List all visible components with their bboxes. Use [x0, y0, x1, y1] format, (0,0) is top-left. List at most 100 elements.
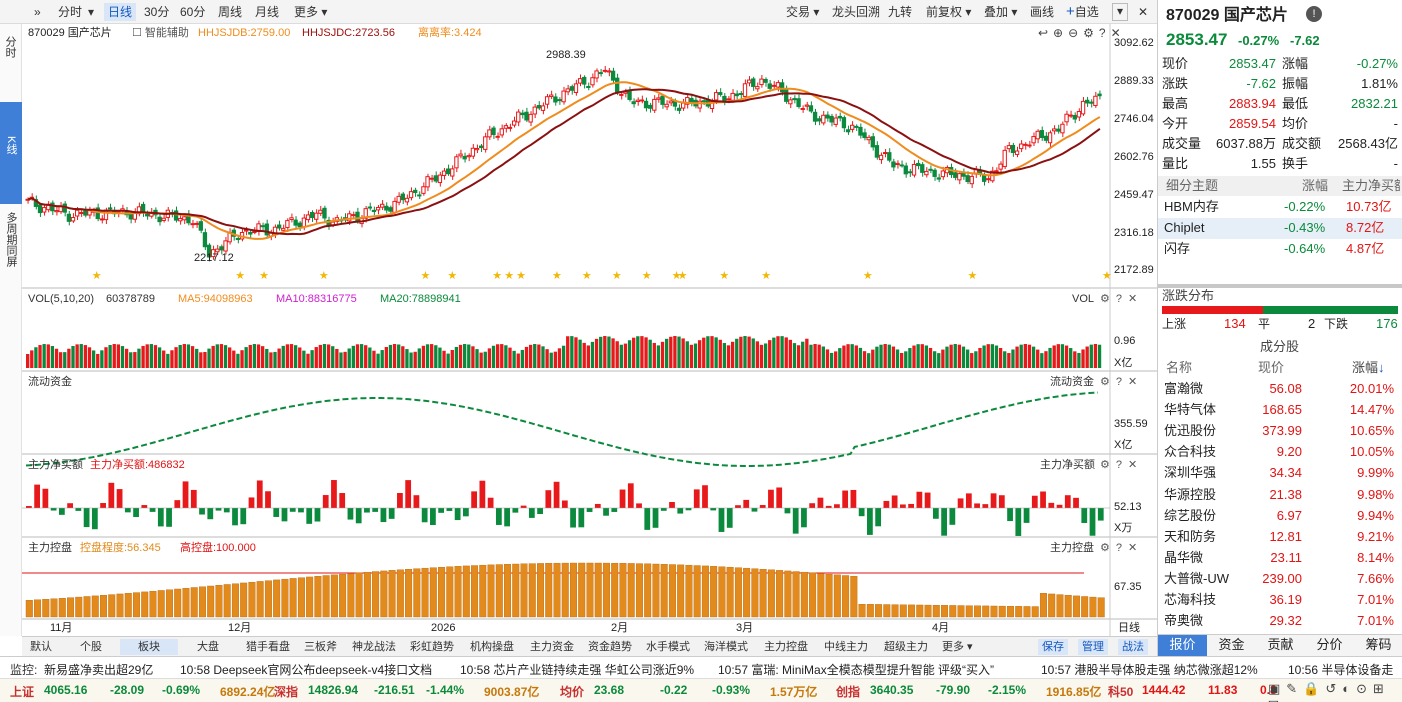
tab-quote[interactable]: 报价 [1158, 635, 1207, 656]
flow-pane-controls[interactable]: ⚙?✕ [1100, 376, 1144, 388]
component-name[interactable]: 芯海科技 [1164, 592, 1217, 607]
strategy-button[interactable]: 战法 [1118, 639, 1148, 655]
chart-controls[interactable]: ↩⊕⊖⚙?✕ [1038, 26, 1126, 40]
component-name[interactable]: 帝奥微 [1164, 613, 1204, 629]
candle-body [998, 163, 1003, 170]
tab-price-distribution[interactable]: 分价 [1316, 637, 1343, 652]
component-name[interactable]: 华特气体 [1164, 402, 1217, 418]
vol-pane-controls[interactable]: ⚙?✕ [1100, 293, 1144, 305]
tab-30min[interactable]: 30分 [144, 5, 170, 19]
manage-button[interactable]: 管理 [1078, 639, 1108, 655]
component-name[interactable]: 优迅股份 [1164, 423, 1217, 439]
add-favorite-button[interactable]: +自选 [1062, 3, 1103, 21]
status-icons[interactable]: ▣✎🔒↺◐⊙⊞✉ [1268, 681, 1390, 702]
tab-rainbow[interactable]: 彩虹趋势 [410, 641, 454, 653]
news-item[interactable]: 10:58 Deepseek官网公布deepseek-v4接口文档 [180, 663, 433, 677]
control-bar [767, 569, 775, 618]
component-name[interactable]: 富瀚微 [1164, 381, 1204, 396]
close-icon[interactable]: ✕ [1138, 5, 1149, 19]
control-bar [504, 564, 512, 618]
news-item[interactable]: 10:57 港股半导体股走强 纳芯微涨超12% [1041, 663, 1258, 677]
component-name[interactable]: 深圳华强 [1164, 465, 1217, 481]
tab-main-control[interactable]: 主力控盘 [764, 641, 808, 653]
theme-name[interactable]: HBM内存 [1164, 199, 1219, 214]
tab-stock[interactable]: 个股 [80, 641, 102, 653]
news-item[interactable]: 10:57 富瑞: MiniMax全模态模型提升智能 评级“买入” [718, 663, 995, 677]
news-item[interactable]: 新易盛净卖出超29亿 [44, 663, 154, 677]
tab-more[interactable]: 更多 ▾ [942, 641, 973, 653]
trade-button[interactable]: 交易 ▾ [786, 5, 820, 19]
tab-sanbanfu[interactable]: 三板斧 [304, 641, 337, 653]
index-name[interactable]: 科50 [1108, 685, 1134, 699]
candle-body [450, 168, 455, 177]
more-periods-button[interactable]: 更多 ▾ [294, 5, 328, 19]
tab-sector[interactable]: 板块 [120, 639, 178, 655]
time-tick: 11月 [50, 622, 73, 634]
tab-institution[interactable]: 机构操盘 [470, 641, 514, 653]
components-col-change[interactable]: 涨幅↓ [1352, 358, 1385, 378]
tab-contribution[interactable]: 贡献 [1267, 637, 1294, 652]
quote-label: 成交量 [1162, 136, 1202, 151]
vol-ma20: MA20:78898941 [380, 293, 461, 305]
volume-bar [768, 340, 772, 368]
ctrl-pane-controls[interactable]: ⚙?✕ [1100, 542, 1144, 554]
nav-multi-period[interactable]: 多周期同屏 [0, 212, 22, 272]
control-bar [1089, 596, 1097, 618]
index-name[interactable]: 创指 [836, 685, 861, 699]
dragon-review-button[interactable]: 龙头回溯 [832, 5, 881, 19]
smart-assist-toggle[interactable]: ☐ 智能辅助 [132, 27, 189, 39]
tab-shenlong[interactable]: 神龙战法 [352, 641, 396, 653]
tab-chips[interactable]: 筹码 [1365, 637, 1392, 652]
chevron-down-icon[interactable]: ▾ [88, 5, 95, 19]
tab-funds[interactable]: 资金 [1218, 637, 1245, 652]
nav-kline[interactable]: K线 [0, 102, 22, 204]
theme-row-selected[interactable] [1158, 218, 1402, 239]
index-chg: -0.22 [660, 683, 688, 697]
component-name[interactable]: 大普微-UW [1164, 570, 1229, 586]
tab-sailor[interactable]: 水手模式 [646, 641, 690, 653]
component-name[interactable]: 晶华微 [1164, 549, 1204, 565]
tab-super[interactable]: 超级主力 [884, 641, 928, 653]
draw-line-button[interactable]: 画线 [1030, 5, 1055, 19]
overlay-button[interactable]: 叠加 ▾ [984, 5, 1018, 19]
volume-bar [211, 345, 215, 368]
news-item[interactable]: 10:56 半导体设备走 [1288, 663, 1394, 677]
collapse-button[interactable]: » [34, 5, 41, 19]
volume-bar [96, 353, 100, 368]
tab-main-funds[interactable]: 主力资金 [530, 641, 574, 653]
info-icon[interactable]: ! [1306, 6, 1322, 22]
tab-month[interactable]: 月线 [255, 5, 280, 19]
tab-market[interactable]: 大盘 [197, 641, 219, 653]
theme-name[interactable]: 闪存 [1164, 241, 1191, 256]
net-pane-controls[interactable]: ⚙?✕ [1100, 459, 1144, 471]
tab-ocean[interactable]: 海洋模式 [704, 641, 748, 653]
theme-name[interactable]: Chiplet [1164, 220, 1205, 235]
news-item[interactable]: 10:58 芯片产业链持续走强 华虹公司涨近9% [460, 663, 695, 677]
kline-chart-area[interactable]: ★ ★ ★ ★ ★ ★ ★ ★ ★ ★ ★ ★ ★ ★ ★ ★ ★ ★ ★ ★ 870029 国产芯片 ☐ 智能辅助 … [22, 24, 1157, 636]
jiuzhuan-button[interactable]: 九转 [888, 5, 913, 19]
net-buy-bar [91, 508, 98, 530]
nav-fenshi[interactable]: 分时 [0, 36, 20, 63]
index-name[interactable]: 深指 [274, 685, 299, 699]
index-name[interactable]: 均价 [560, 685, 585, 699]
index-name[interactable]: 上证 [10, 685, 35, 699]
tab-hunter[interactable]: 猎手看盘 [246, 641, 290, 653]
scrollbar[interactable] [1158, 284, 1402, 288]
save-button[interactable]: 保存 [1038, 639, 1068, 655]
tab-default[interactable]: 默认 [30, 641, 52, 653]
component-name[interactable]: 华源控股 [1164, 486, 1217, 502]
tab-fenshi[interactable]: 分时 [58, 5, 83, 19]
component-name[interactable]: 众合科技 [1164, 444, 1217, 460]
net-buy-bar [306, 508, 313, 524]
chart-canvas[interactable]: ★ ★ ★ ★ ★ ★ ★ ★ ★ ★ ★ ★ ★ ★★ ★ ★ ★ ★ ★ [22, 24, 1157, 636]
component-name[interactable]: 天和防务 [1164, 528, 1217, 544]
tab-kline-day[interactable]: 日线 [104, 3, 137, 21]
tab-week[interactable]: 周线 [218, 5, 243, 19]
dropdown-icon[interactable]: ▾ [1112, 3, 1129, 21]
component-name[interactable]: 综艺股份 [1164, 507, 1217, 523]
candle-body [215, 248, 220, 253]
adjust-button[interactable]: 前复权 ▾ [926, 5, 972, 19]
tab-fund-trend[interactable]: 资金趋势 [588, 641, 632, 653]
tab-midline[interactable]: 中线主力 [824, 641, 868, 653]
tab-60min[interactable]: 60分 [180, 5, 206, 19]
